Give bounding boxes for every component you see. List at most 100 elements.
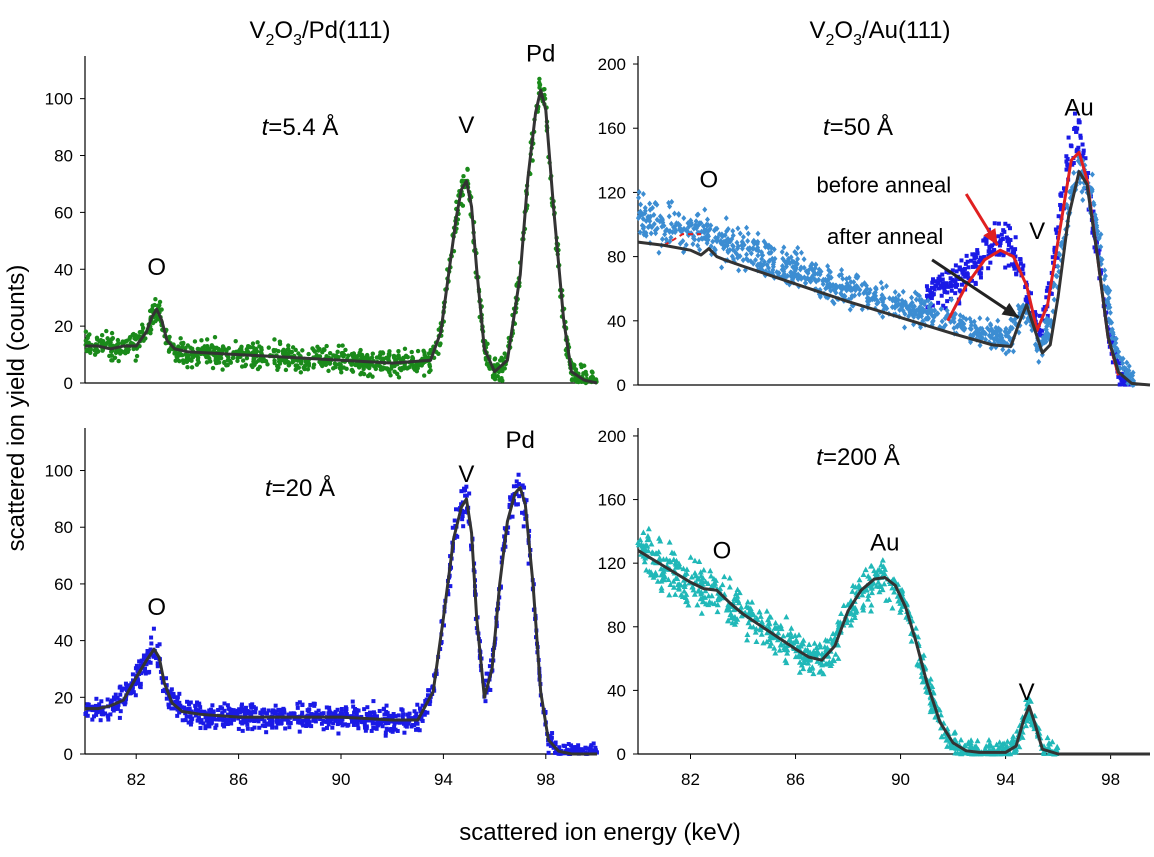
data-point	[988, 345, 994, 352]
x-tick-label: 90	[332, 770, 351, 789]
data-point	[681, 581, 688, 587]
data-point	[865, 596, 872, 602]
data-point	[875, 579, 882, 585]
data-point	[181, 340, 186, 346]
data-point	[710, 575, 717, 582]
data-point	[977, 333, 983, 340]
data-point	[266, 345, 271, 350]
data-point	[537, 76, 542, 82]
data-point	[755, 230, 761, 237]
data-point	[697, 569, 704, 575]
data-point	[118, 684, 123, 689]
data-point	[985, 736, 992, 743]
y-tick-label: 100	[45, 462, 73, 481]
data-point	[199, 338, 204, 343]
data-point	[926, 295, 931, 300]
data-point	[196, 715, 201, 720]
y-tick-label: 40	[54, 632, 73, 651]
data-point	[817, 271, 823, 278]
data-point	[283, 717, 288, 722]
data-point	[879, 292, 885, 299]
data-point	[283, 726, 288, 731]
data-point	[94, 696, 99, 701]
data-point	[400, 720, 405, 725]
data-point	[931, 307, 937, 314]
fit-line-before-anneal-o	[663, 233, 702, 247]
data-point	[1055, 255, 1060, 260]
data-point	[932, 713, 939, 720]
thickness-label: t=200 Å	[816, 443, 899, 471]
data-point	[971, 252, 976, 257]
data-point	[277, 339, 283, 344]
data-point	[488, 687, 493, 692]
data-point	[830, 637, 837, 644]
data-point	[967, 739, 974, 746]
data-point	[747, 623, 754, 630]
data-point	[804, 646, 811, 653]
data-point	[1110, 329, 1116, 336]
data-point	[951, 325, 957, 332]
data-point	[1090, 230, 1095, 235]
data-point	[184, 714, 189, 719]
data-point	[330, 725, 335, 730]
data-point	[511, 484, 516, 489]
data-point	[838, 271, 844, 278]
callout-label: before anneal	[817, 172, 952, 197]
data-point	[1064, 167, 1069, 172]
data-point	[953, 263, 958, 268]
data-point	[195, 346, 201, 352]
data-point	[674, 575, 681, 581]
data-point	[975, 251, 980, 256]
data-point	[929, 285, 934, 290]
data-point	[1021, 271, 1026, 276]
data-point	[460, 203, 466, 208]
data-point	[973, 280, 978, 285]
data-point	[708, 572, 715, 579]
data-point	[771, 246, 777, 253]
data-point	[652, 550, 659, 556]
data-point	[392, 725, 397, 730]
data-point	[680, 565, 687, 572]
data-point	[322, 347, 327, 353]
data-point	[175, 698, 180, 703]
data-point	[766, 636, 773, 643]
data-point	[798, 662, 805, 668]
data-point	[656, 535, 663, 541]
data-point	[941, 303, 946, 308]
data-point	[705, 221, 711, 228]
fit-line	[85, 88, 598, 385]
data-point	[272, 358, 277, 363]
data-point	[208, 359, 213, 364]
data-point	[1068, 143, 1073, 148]
data-point	[121, 700, 126, 705]
data-point	[1044, 734, 1051, 741]
data-point	[517, 494, 522, 499]
data-point	[286, 346, 291, 352]
data-point	[369, 355, 375, 360]
data-point	[670, 578, 677, 584]
data-point	[1074, 129, 1079, 134]
data-point	[341, 365, 347, 370]
data-point	[985, 316, 991, 323]
data-point	[801, 256, 807, 263]
data-point	[361, 366, 366, 372]
data-point	[938, 306, 944, 313]
data-point	[1004, 235, 1009, 240]
data-point	[846, 285, 852, 292]
data-point	[465, 166, 470, 172]
data-point	[124, 684, 129, 689]
data-point	[781, 644, 788, 651]
data-point	[1000, 236, 1005, 241]
data-point	[1006, 242, 1011, 247]
data-point	[281, 357, 286, 362]
data-point	[861, 290, 867, 297]
data-point	[583, 369, 588, 375]
data-point	[995, 317, 1001, 324]
data-point	[286, 343, 291, 348]
data-point	[589, 369, 595, 374]
data-point	[189, 346, 195, 351]
data-point	[579, 747, 584, 752]
data-point	[311, 347, 316, 353]
data-point	[670, 584, 677, 590]
data-point	[184, 359, 190, 365]
